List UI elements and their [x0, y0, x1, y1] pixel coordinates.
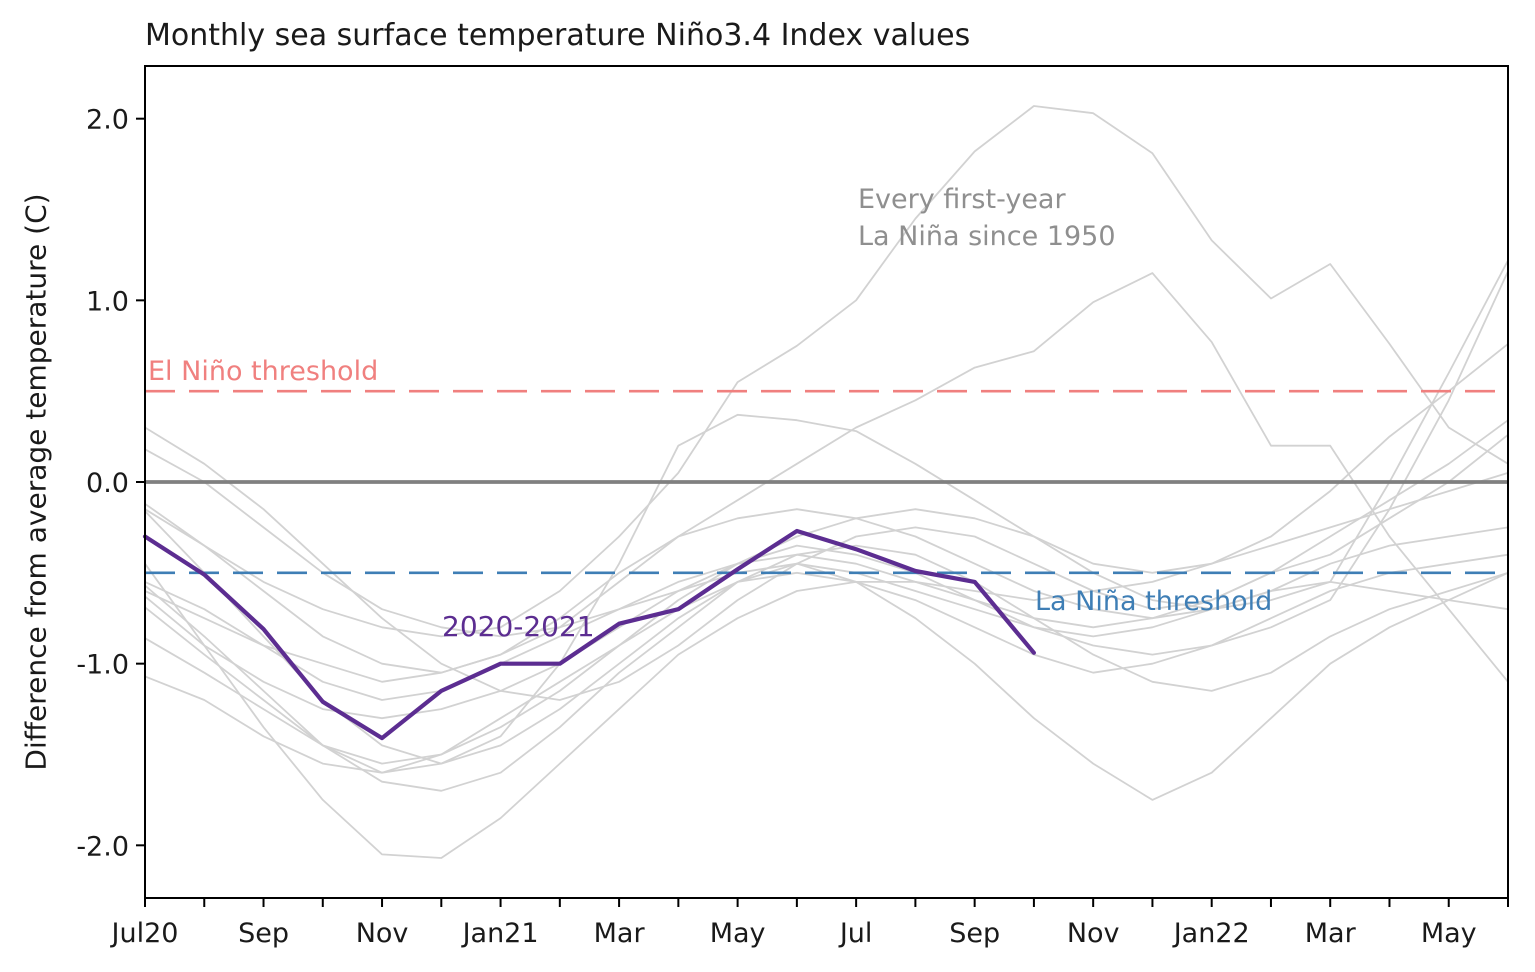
x-tick-label: Jul	[838, 918, 873, 949]
x-tick-label: Jan22	[1172, 918, 1250, 949]
y-tick-label: 2.0	[86, 105, 129, 136]
background-line	[144, 105, 1509, 638]
x-tick-label: May	[1421, 918, 1477, 949]
x-tick-label: Mar	[594, 918, 646, 949]
background-line	[144, 553, 1509, 774]
background-line	[144, 433, 1509, 638]
x-tick-label: Sep	[949, 918, 1000, 949]
chart-title: Monthly sea surface temperature Niño3.4 …	[145, 18, 971, 53]
x-tick-label: Jul20	[110, 918, 179, 949]
highlight-line	[142, 528, 1037, 741]
background-line	[144, 272, 1509, 683]
background-line	[144, 270, 1509, 720]
y-tick-label: 0.0	[86, 468, 129, 499]
background-line	[144, 413, 1509, 765]
y-tick-label: -1.0	[76, 650, 129, 681]
background-line	[144, 342, 1509, 765]
highlight-line-label: 2020-2021	[442, 610, 595, 643]
x-tick-label: May	[710, 918, 766, 949]
el-nino-threshold-label: El Niño threshold	[148, 356, 379, 387]
x-tick-label: Nov	[356, 918, 409, 949]
gray-lines-label: Every first-year La Niña since 1950	[858, 184, 1116, 252]
background-line	[144, 562, 1509, 801]
background-line	[144, 259, 1509, 674]
x-tick-label: Nov	[1067, 918, 1120, 949]
la-nina-threshold-label: La Niña threshold	[1035, 586, 1273, 617]
background-line	[144, 471, 1509, 859]
background-line	[144, 562, 1509, 701]
y-tick-label: 1.0	[86, 286, 129, 317]
background-line	[144, 544, 1509, 774]
x-tick-label: Mar	[1305, 918, 1357, 949]
y-tick-label: -2.0	[76, 831, 129, 862]
x-tick-label: Sep	[238, 918, 289, 949]
x-tick-label: Jan21	[461, 918, 539, 949]
